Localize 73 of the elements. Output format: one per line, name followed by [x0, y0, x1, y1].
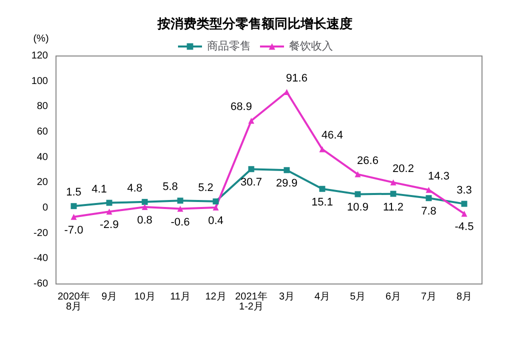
- x-tick-label: 8月: [456, 292, 472, 302]
- data-label: -2.9: [100, 219, 119, 232]
- point: [461, 210, 468, 217]
- point: [142, 198, 148, 205]
- x-tick-label: 12月: [205, 292, 226, 302]
- point: [70, 203, 77, 210]
- point: [142, 204, 148, 210]
- point: [426, 186, 432, 193]
- data-label: 91.6: [286, 72, 308, 84]
- point: [177, 206, 184, 212]
- data-label: 68.9: [230, 101, 252, 114]
- x-tick-label: 7月: [420, 292, 437, 302]
- data-label: 7.8: [421, 206, 436, 218]
- point: [106, 200, 112, 206]
- data-label: 1.5: [66, 186, 82, 199]
- x-tick-label: 9月: [101, 292, 118, 302]
- point: [354, 171, 361, 178]
- point: [319, 186, 326, 192]
- x-tick-label: 4月: [314, 292, 330, 302]
- data-label: 3.3: [456, 184, 472, 196]
- data-label: 4.8: [127, 182, 142, 194]
- y-tick-label: 0: [42, 202, 48, 214]
- data-label: 5.8: [162, 181, 178, 194]
- data-label: 29.9: [276, 178, 298, 190]
- data-label: 5.2: [198, 182, 214, 194]
- data-label: 0.4: [208, 214, 224, 227]
- y-tick-label: -20: [34, 228, 48, 239]
- y-tick-label: 120: [31, 50, 48, 62]
- data-label: -7.0: [64, 224, 84, 236]
- x-tick-label: 5月: [350, 292, 366, 302]
- point: [70, 214, 77, 220]
- data-label: 14.3: [428, 170, 450, 182]
- y-tick-label: 80: [36, 101, 48, 112]
- data-label: 20.2: [392, 162, 414, 175]
- y-axis-title: (%): [33, 34, 49, 44]
- data-label: 30.7: [240, 176, 262, 189]
- data-label: -4.5: [454, 221, 474, 234]
- y-tick-label: 40: [36, 152, 48, 163]
- y-tick-label: 20: [36, 177, 48, 188]
- point: [390, 179, 396, 186]
- x-tick-label: 10月: [134, 292, 156, 302]
- chart-title: 按消费类型分零售额同比增长速度: [156, 16, 352, 31]
- data-label: 11.2: [382, 201, 404, 214]
- data-label: -0.6: [170, 216, 190, 228]
- data-label: 26.6: [357, 154, 378, 167]
- data-label: 4.1: [92, 183, 107, 196]
- point: [248, 118, 254, 124]
- data-label: 46.4: [322, 130, 343, 142]
- point: [212, 198, 219, 204]
- y-tick-label: 100: [31, 76, 48, 87]
- x-tick-label: 3月: [278, 292, 295, 302]
- point: [284, 167, 290, 174]
- legend-label: 餐饮收入: [289, 40, 333, 52]
- y-tick-label: -60: [34, 278, 48, 290]
- point: [177, 198, 184, 204]
- x-tick-label: 6月: [385, 292, 402, 302]
- point: [426, 195, 432, 202]
- data-label: 10.9: [347, 202, 368, 214]
- point: [106, 208, 112, 215]
- point: [461, 200, 468, 207]
- y-tick-label: 60: [36, 126, 48, 138]
- x-tick-label: 11月: [170, 292, 190, 302]
- y-tick-label: -40: [34, 253, 48, 264]
- point: [319, 146, 326, 152]
- x-tick-label: 2020年 8月: [58, 290, 90, 312]
- legend-label: 商品零售: [207, 40, 251, 52]
- point: [390, 190, 396, 197]
- data-label: 0.8: [137, 214, 152, 226]
- point: [212, 204, 219, 210]
- point: [248, 166, 254, 172]
- point: [354, 191, 361, 198]
- x-tick-label: 2021年 1-2月: [235, 290, 268, 312]
- data-label: 15.1: [312, 196, 333, 208]
